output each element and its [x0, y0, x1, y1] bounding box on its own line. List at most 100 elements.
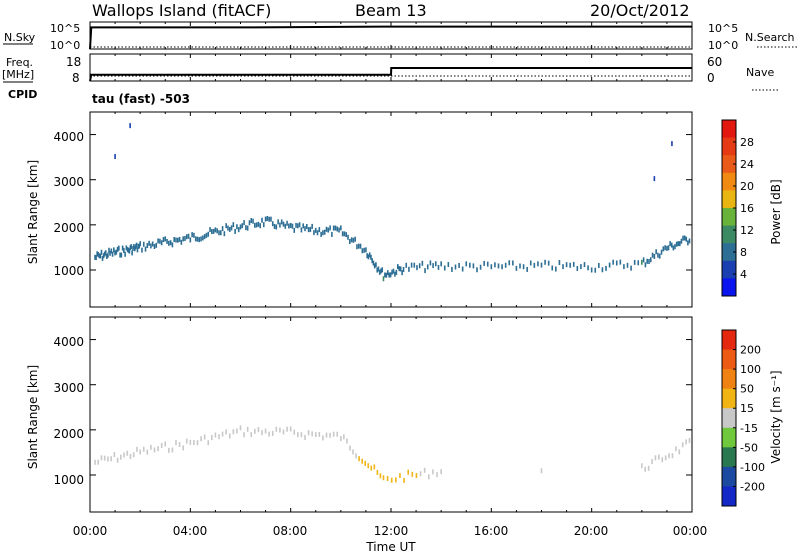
power-point: [669, 241, 671, 247]
power-point: [237, 227, 240, 233]
power-point: [402, 266, 405, 272]
velocity-point: [171, 447, 174, 453]
power-point: [331, 231, 333, 237]
velocity-point: [126, 450, 129, 456]
power-point: [454, 264, 457, 270]
velocity-colorbar-swatch: [722, 408, 736, 429]
velocity-point: [193, 440, 195, 446]
power-point: [683, 235, 686, 241]
power-point: [234, 228, 236, 234]
velocity-point: [671, 453, 674, 459]
freq-panel: [89, 67, 692, 82]
nsearch-tick-bottom: 10^0: [708, 39, 738, 52]
power-point: [426, 264, 429, 270]
nave-tick-top: 60: [707, 55, 722, 69]
power-point: [293, 227, 296, 233]
power-point: [175, 237, 177, 243]
power-point: [672, 245, 675, 251]
power-point: [651, 252, 654, 258]
power-point: [626, 262, 629, 268]
power-point: [138, 243, 141, 249]
power-point: [115, 249, 118, 255]
power-point: [166, 238, 168, 244]
power-point: [451, 266, 453, 272]
power-point: [252, 218, 254, 224]
power-point: [245, 225, 247, 231]
velocity-point: [325, 432, 328, 438]
power-point: [132, 245, 134, 251]
power-point: [368, 252, 371, 258]
power-point: [241, 223, 244, 229]
xtick-12: 12:00: [374, 524, 409, 538]
power-point: [173, 236, 176, 242]
power-point: [562, 264, 564, 270]
velocity-ylabel: Slant Range [km]: [26, 365, 40, 469]
power-colorbar-tick: 28: [740, 136, 754, 149]
power-point: [378, 269, 381, 275]
xtick-00: 00:00: [73, 524, 108, 538]
velocity-colorbar-tick: 100: [740, 363, 761, 376]
velocity-point: [200, 436, 202, 442]
velocity-point: [376, 469, 379, 475]
power-point: [418, 263, 421, 269]
power-colorbar-swatch: [722, 137, 736, 156]
power-point: [134, 244, 137, 250]
power-point: [644, 262, 647, 268]
power-point: [688, 238, 691, 244]
power-colorbar-tick: 4: [740, 268, 747, 281]
velocity-point: [150, 444, 152, 450]
power-point: [136, 247, 139, 253]
power-point: [139, 241, 141, 247]
velocity-point: [367, 463, 370, 469]
velocity-ytick-2000: 2000: [53, 427, 84, 441]
cpid-value: tau (fast) -503: [92, 92, 190, 106]
power-point: [432, 263, 434, 269]
velocity-point: [236, 428, 238, 434]
velocity-colorbar-tick: -15: [740, 422, 758, 435]
power-point: [155, 242, 158, 248]
velocity-point: [440, 469, 442, 475]
velocity-point: [196, 440, 199, 446]
velocity-point: [307, 430, 310, 436]
power-colorbar-label: Power [dB]: [769, 179, 783, 244]
power-point: [657, 252, 659, 258]
velocity-point: [390, 477, 393, 483]
power-point: [205, 232, 208, 238]
xtick-08: 08:00: [273, 524, 308, 538]
velocity-point: [361, 458, 363, 464]
power-point: [388, 272, 391, 278]
power-point: [196, 236, 199, 242]
velocity-point: [211, 435, 213, 441]
power-point: [429, 260, 432, 266]
velocity-point: [113, 452, 116, 458]
power-point: [424, 268, 426, 274]
velocity-point: [271, 430, 274, 436]
power-point: [529, 260, 532, 266]
power-point: [569, 262, 571, 268]
power-point: [354, 236, 356, 242]
power-point: [447, 262, 450, 268]
power-point: [366, 253, 368, 259]
power-point: [576, 265, 579, 271]
power-point: [261, 217, 263, 223]
velocity-point: [336, 431, 339, 437]
power-point: [304, 226, 306, 232]
power-point: [142, 241, 145, 247]
power-point: [119, 252, 121, 258]
power-point: [380, 268, 382, 274]
power-point: [392, 268, 395, 274]
power-point: [198, 237, 201, 243]
power-point: [162, 237, 165, 243]
power-point: [375, 262, 377, 268]
velocity-colorbar-swatch: [722, 330, 736, 351]
power-point: [157, 238, 159, 244]
power-point: [558, 260, 561, 266]
power-point: [677, 241, 680, 247]
velocity-point: [110, 456, 112, 462]
power-point: [262, 222, 265, 228]
power-point: [357, 243, 360, 249]
velocity-point: [654, 455, 657, 461]
velocity-point: [153, 447, 156, 453]
cpid-label: CPID: [8, 88, 37, 101]
